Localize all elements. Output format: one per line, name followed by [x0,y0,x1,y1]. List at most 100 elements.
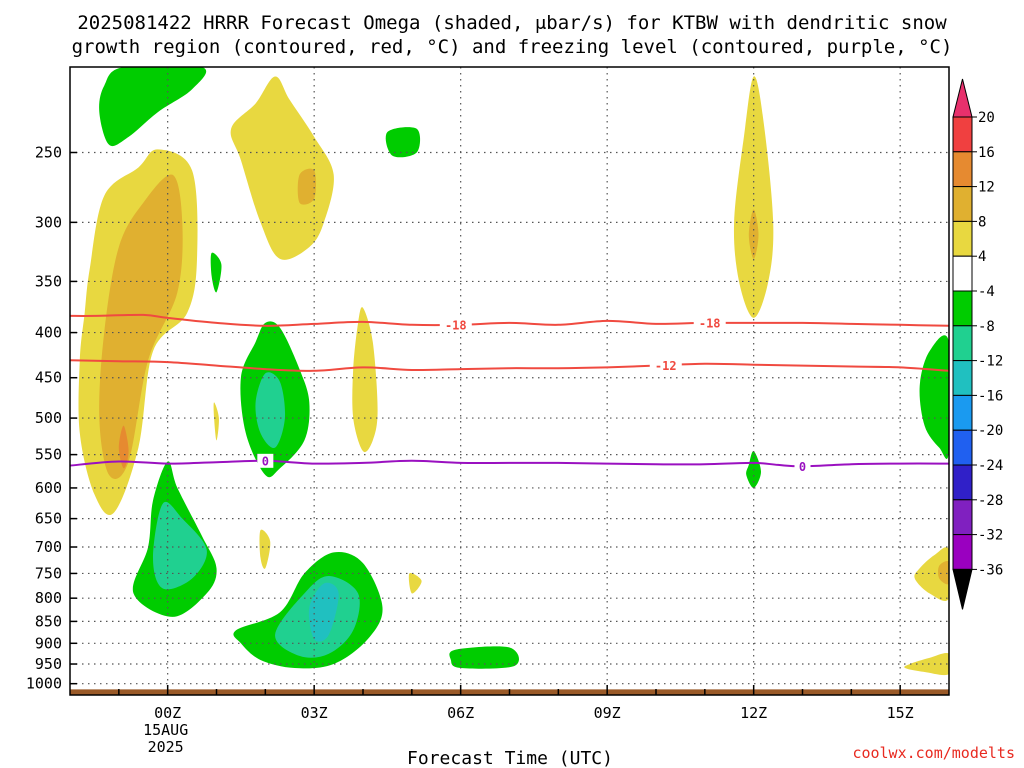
omega-region-13 [904,653,949,676]
contour-label-bg-1-0 [649,358,682,373]
colorbar-label--32: -32 [978,528,1003,544]
contour-label--12: -12 [655,359,677,373]
colorbar-swatch-4 [952,255,973,292]
credit-text: coolwx.com/modelts [852,744,1015,762]
contour-line--12 [70,359,949,372]
omega-region-3 [230,76,334,260]
colorbar-label-20: 20 [978,110,995,126]
contour-label--18: -18 [699,316,721,330]
y-tick-label-250: 250 [35,143,62,161]
colorbar-label--20: -20 [978,423,1003,439]
contour-label-bg-2-0 [257,453,274,468]
colorbar-label--16: -16 [978,388,1003,404]
omega-region-10 [408,573,422,594]
colorbar-swatch-12 [952,186,973,222]
contour-line-0 [70,459,949,468]
omega-region-16 [210,252,222,293]
omega-region-20 [153,501,207,590]
colorbar-label--24: -24 [978,458,1003,474]
x-tick-label-03Z: 03Z [301,704,328,722]
y-tick-label-350: 350 [35,272,62,290]
colorbar-swatch--12 [952,360,973,396]
y-tick-label-550: 550 [35,446,62,464]
y-tick-label-600: 600 [35,479,62,497]
contour-label-0: 0 [799,460,806,474]
colorbar-label--8: -8 [978,319,995,335]
contour-lines: -18 -18 -12 0 0 [70,313,949,474]
contour-label-bg-0-0 [439,317,472,332]
colorbar-swatch--8 [952,325,973,362]
colorbar-top-triangle [952,78,973,118]
y-tick-label-750: 750 [35,564,62,582]
contour-label-bg-0-1 [693,315,726,330]
colorbar-label-12: 12 [978,180,995,196]
x-tick-label-06Z: 06Z [447,704,474,722]
y-tick-label-850: 850 [35,612,62,630]
omega-region-4 [297,168,316,205]
colorbar-label-4: 4 [978,249,986,265]
contour-label-0: 0 [262,454,269,468]
contour-label--18: -18 [445,318,467,332]
colorbar-swatch-20 [952,116,973,153]
colorbar-swatch--24 [952,464,973,501]
omega-region-26 [919,335,949,459]
chart-title-line-2: growth region (contoured, red, °C) and f… [72,36,953,58]
y-tick-label-800: 800 [35,589,62,607]
x-tick-label-12Z: 12Z [740,704,767,722]
x-tick-sublabel-15AUG: 15AUG [143,721,188,739]
colorbar-label--28: -28 [978,493,1003,509]
colorbar-label--12: -12 [978,354,1003,370]
omega-region-6 [748,209,759,259]
x-tick-label-09Z: 09Z [594,704,621,722]
omega-region-1 [99,174,183,479]
contour-line--18 [70,313,949,327]
colorbar-swatch-16 [952,151,973,188]
omega-region-5 [733,76,774,318]
x-tick-sublabel-2025: 2025 [148,738,184,756]
y-tick-label-650: 650 [35,510,62,528]
omega-region-23 [308,582,339,642]
y-tick-label-300: 300 [35,213,62,231]
colorbar-swatch--28 [952,499,973,536]
colorbar-label--4: -4 [978,284,995,300]
colorbar-label-16: 16 [978,145,995,161]
plot-frame [69,66,950,696]
y-tick-label-1000: 1000 [26,675,62,693]
omega-region-24 [449,646,519,669]
y-tick-label-450: 450 [35,369,62,387]
y-tick-label-900: 900 [35,634,62,652]
omega-region-15 [385,127,421,158]
omega-region-7 [352,307,378,453]
omega-region-12 [938,560,949,585]
colorbar-label-8: 8 [978,214,986,230]
contour-label-bg-2-1 [794,459,811,474]
omega-region-8 [213,402,219,441]
omega-region-18 [255,372,286,449]
omega-region-14 [99,67,207,147]
colorbar-label--36: -36 [978,562,1003,578]
y-tick-label-950: 950 [35,655,62,673]
omega-region-9 [259,529,271,569]
colorbar-swatch-8 [952,220,973,257]
colorbar-bottom-triangle [952,568,973,610]
y-axis: 250 300 350 400 450 500 550 600 650 700 750 800 850 9… [26,143,77,693]
shaded-regions [70,67,949,695]
x-axis-label: Forecast Time (UTC) [407,748,613,768]
chart-title-line-1: 2025081422 HRRR Forecast Omega (shaded, … [77,12,947,34]
colorbar-swatch--16 [952,394,973,431]
y-tick-label-500: 500 [35,409,62,427]
colorbar-swatch--20 [952,429,973,466]
omega-region-11 [914,547,949,601]
colorbar-swatch--32 [952,534,973,570]
y-tick-label-400: 400 [35,324,62,342]
x-tick-label-00Z: 00Z [154,704,181,722]
y-tick-label-700: 700 [35,538,62,556]
plot-area: -18 -18 -12 0 0 [70,67,949,695]
grid-lines [70,67,949,695]
colorbar: 20 16 12 8 4 -4 -8 -12 -16 -20 -24 -28 -32 -36 [952,78,1003,610]
colorbar-swatch--4 [952,290,973,327]
omega-region-2 [118,425,129,469]
x-tick-label-15Z: 15Z [887,704,914,722]
